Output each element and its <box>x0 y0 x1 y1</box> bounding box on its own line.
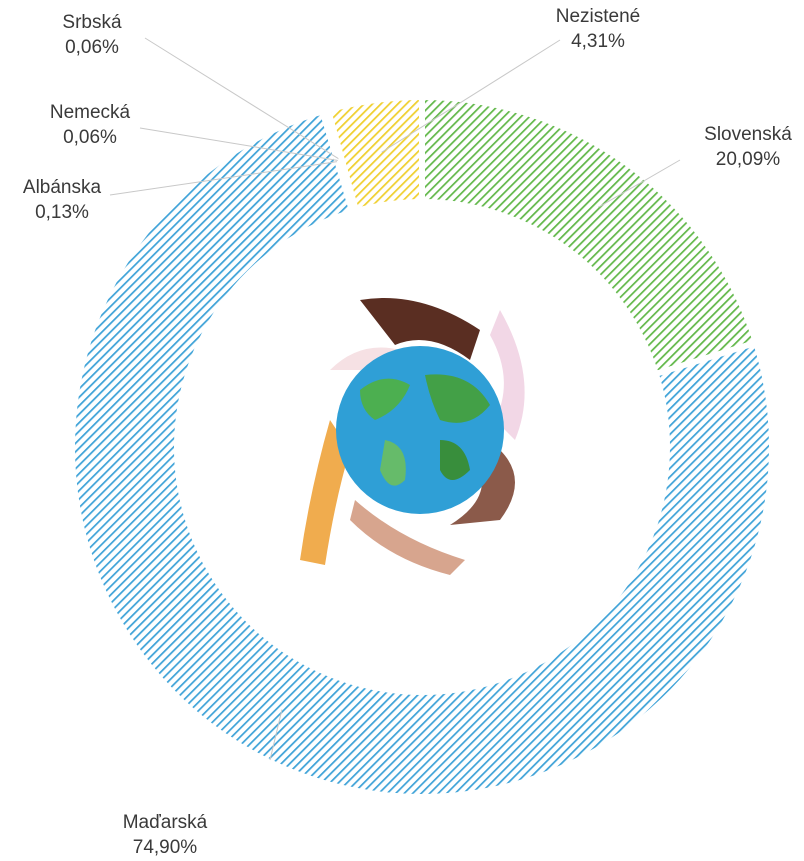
land <box>380 440 406 486</box>
globe <box>336 346 504 514</box>
slice-value-label: 0,13% <box>35 202 89 223</box>
donut-slice <box>324 93 425 215</box>
hand <box>350 500 465 575</box>
leader-line <box>381 39 561 153</box>
slice-label: Maďarská <box>123 812 208 833</box>
hand <box>300 420 350 565</box>
slice-label: Slovenská <box>704 124 792 145</box>
slice-label: Nezistené <box>556 6 641 27</box>
slice-value-label: 0,06% <box>65 37 119 58</box>
land <box>360 378 410 420</box>
hand <box>360 298 480 360</box>
slice-value-label: 74,90% <box>133 837 198 858</box>
donut-slice <box>69 107 775 800</box>
hand <box>450 450 515 525</box>
donut-slice <box>419 93 760 378</box>
leader-line <box>109 160 339 196</box>
hand <box>330 347 400 370</box>
slice-label: Albánska <box>23 177 102 198</box>
slice-value-label: 4,31% <box>571 31 625 52</box>
leader-line <box>144 37 342 162</box>
leader-line <box>269 709 283 761</box>
leader-line <box>139 127 341 162</box>
slice-value-label: 0,06% <box>63 127 117 148</box>
slice-label: Nemecká <box>50 102 131 123</box>
slice-label: Srbská <box>62 12 122 33</box>
leader-line <box>597 159 681 208</box>
land <box>425 374 490 423</box>
hand <box>490 310 525 440</box>
slice-value-label: 20,09% <box>716 149 781 170</box>
land <box>440 440 470 480</box>
center-illustration <box>300 298 525 575</box>
